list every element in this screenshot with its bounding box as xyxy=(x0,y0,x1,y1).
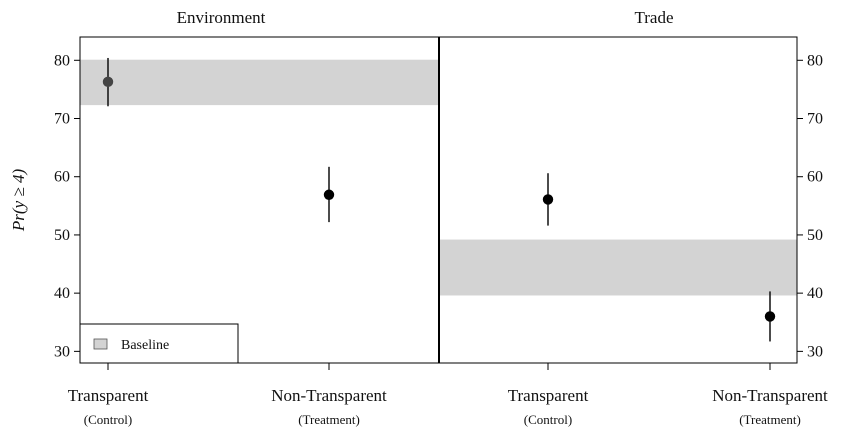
category-sub-trade-treatment: (Treatment) xyxy=(739,412,801,427)
point-0-0 xyxy=(102,76,114,88)
point-1-1 xyxy=(764,311,776,322)
right-tick-label-30: 30 xyxy=(807,343,823,360)
left-tick-label-50: 50 xyxy=(54,227,70,244)
right-tick-label-50: 50 xyxy=(807,227,823,244)
category-label-environment-control: Transparent xyxy=(68,386,149,405)
category-label-trade-control: Transparent xyxy=(508,386,589,405)
right-tick-label-80: 80 xyxy=(807,52,823,69)
point-0-1 xyxy=(323,189,335,200)
left-tick-label-70: 70 xyxy=(54,111,70,128)
right-tick-label-70: 70 xyxy=(807,111,823,128)
right-tick-label-40: 40 xyxy=(807,285,823,302)
baseline-bands xyxy=(80,59,797,296)
left-tick-label-60: 60 xyxy=(54,169,70,186)
legend-swatch xyxy=(93,338,108,350)
left-tick-label-40: 40 xyxy=(54,285,70,302)
right-tick-label-60: 60 xyxy=(807,169,823,186)
baseline-band-1 xyxy=(439,239,797,296)
category-sub-environment-treatment: (Treatment) xyxy=(298,412,360,427)
left-tick-label-30: 30 xyxy=(54,343,70,360)
legend: Baseline xyxy=(79,323,239,364)
axes: 30 30 40 40 50 50 60 60 70 70 80 80 xyxy=(54,52,823,370)
baseline-band-0 xyxy=(80,59,439,106)
legend-label: Baseline xyxy=(121,338,169,353)
panel-title-environment: Environment xyxy=(177,8,266,27)
marks xyxy=(102,57,776,342)
category-label-trade-treatment: Non-Transparent xyxy=(712,386,828,405)
point-1-0 xyxy=(542,194,554,205)
panel-title-trade: Trade xyxy=(634,8,673,27)
category-sub-trade-control: (Control) xyxy=(524,412,572,427)
plot-frame xyxy=(79,36,798,364)
category-sub-environment-control: (Control) xyxy=(84,412,132,427)
y-axis-label: Pr(y ≥ 4) xyxy=(9,169,28,233)
left-tick-label-80: 80 xyxy=(54,52,70,69)
category-label-environment-treatment: Non-Transparent xyxy=(271,386,387,405)
